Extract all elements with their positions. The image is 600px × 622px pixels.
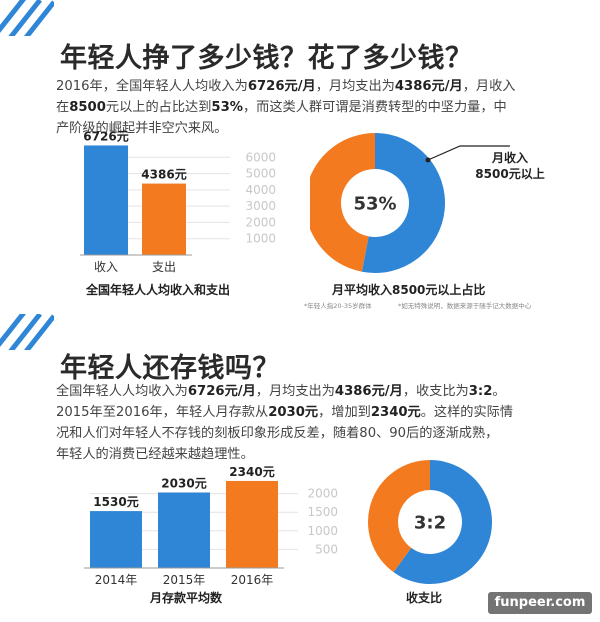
bar-value-label: 2340元 (229, 465, 274, 479)
section1-paragraph: 2016年，全国年轻人人均收入为6726元/月，月均支出为4386元/月，月收入… (56, 79, 516, 136)
y-tick-label: 2000 (307, 487, 338, 501)
bar (84, 145, 128, 255)
y-tick-label: 5000 (245, 167, 276, 181)
section1-title: 年轻人挣了多少钱？花了多少钱？ (60, 43, 473, 74)
y-tick-label: 500 (315, 542, 338, 556)
donut-center-label: 3:2 (414, 512, 446, 533)
callout-label-line1: 月收入 (491, 150, 528, 165)
x-category-label: 收入 (94, 260, 118, 274)
stripe-decoration-middle (0, 314, 54, 350)
bar-value-label: 2030元 (161, 476, 206, 490)
bar (158, 492, 210, 568)
note-data-source: *如无特殊说明，数据来源于随手记大数据中心 (398, 302, 532, 310)
stripe-decoration-top (0, 0, 54, 36)
bar-value-label: 1530元 (93, 495, 138, 509)
callout-label-line2: 8500元以上 (475, 166, 544, 181)
bar (142, 183, 186, 255)
x-category-label: 2014年 (95, 573, 138, 587)
bar-value-label: 4386元 (141, 168, 186, 182)
y-tick-label: 1000 (307, 524, 338, 538)
y-tick-label: 2000 (245, 215, 276, 229)
section2-title: 年轻人还存钱吗？ (60, 353, 280, 384)
y-tick-label: 6000 (245, 150, 276, 164)
income-expense-ratio-donut: 3:2 (368, 460, 492, 584)
stripe-icon (0, 0, 54, 36)
section2-paragraph: 全国年轻人人均收入为6726元/月，月均支出为4386元/月，收支比为3:2。 … (56, 384, 514, 462)
savings-bar-chart: 500 1000 1500 2000 1530元 2014年 2030元 2015年 2340元… (84, 465, 338, 587)
chart3-title: 月存款平均数 (150, 591, 223, 605)
x-category-label: 支出 (152, 260, 176, 274)
watermark-badge: funpeer.com (488, 592, 592, 614)
donut-slice (361, 133, 445, 273)
callout-dot (425, 157, 431, 163)
donut-slice (368, 460, 430, 573)
note-age-definition: *年轻人指20-35岁群体 (304, 302, 372, 310)
chart1-title: 全国年轻人人均收入和支出 (86, 283, 231, 297)
y-tick-label: 1500 (307, 505, 338, 519)
chart2-title: 月平均收入8500元以上占比 (332, 283, 486, 297)
y-tick-label: 3000 (245, 199, 276, 213)
donut-slice (310, 133, 375, 272)
y-tick-label: 1000 (245, 232, 276, 246)
bar-value-label: 6726元 (83, 130, 128, 143)
stripe-icon (0, 314, 54, 350)
donut-center-label: 53% (353, 193, 396, 214)
callout-line (427, 145, 510, 161)
chart4-title: 收支比 (406, 591, 443, 605)
y-tick-label: 4000 (245, 183, 276, 197)
bar (226, 480, 278, 568)
x-category-label: 2015年 (163, 573, 206, 587)
donut-slice (393, 460, 492, 584)
bar (90, 511, 142, 568)
x-category-label: 2016年 (231, 573, 274, 587)
